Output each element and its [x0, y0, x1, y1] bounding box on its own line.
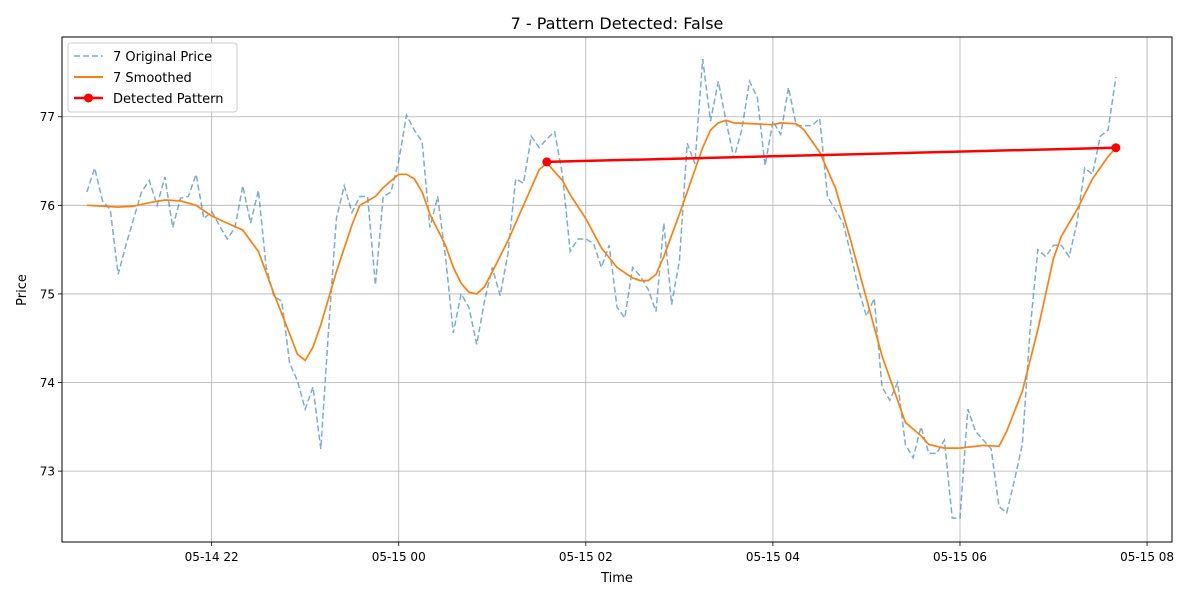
plot-frame: [61, 36, 1173, 543]
x-axis: 05-14 22 05-15 00 05-15 02 05-15 04 05-15 06…: [185, 542, 1174, 564]
series-line-7-original-price: [86, 59, 1117, 519]
x-axis-label: Time: [600, 571, 633, 586]
y-axis-label: Price: [15, 274, 30, 306]
legend: 7 Original Price 7 Smoothed Detected Pat…: [67, 42, 238, 113]
series-line-7-smoothed: [86, 119, 1117, 449]
x-tick-label: 05-15 02: [559, 550, 613, 564]
x-tick-label: 05-15 08: [1120, 550, 1174, 564]
y-tick-label: 77: [40, 110, 55, 124]
y-tick-label: 75: [40, 287, 55, 301]
pattern-marker: [1111, 143, 1121, 153]
legend-label-original: 7 Original Price: [113, 50, 212, 65]
legend-swatch-pattern-marker: [84, 93, 93, 103]
y-tick-label: 73: [40, 465, 55, 479]
y-tick-label: 74: [40, 376, 55, 390]
chart-title: 7 - Pattern Detected: False: [511, 14, 724, 33]
x-tick-label: 05-15 06: [933, 550, 987, 564]
grid: [62, 37, 1172, 542]
series-group: [86, 59, 1121, 519]
legend-label-smoothed: 7 Smoothed: [113, 71, 192, 86]
plot-background: [62, 37, 1172, 542]
x-tick-label: 05-15 00: [372, 550, 426, 564]
series-line-detected-pattern: [546, 146, 1116, 164]
x-tick-label: 05-15 04: [746, 550, 800, 564]
legend-label-pattern: Detected Pattern: [113, 92, 224, 107]
y-axis: 73 74 75 76 77: [40, 110, 62, 479]
y-tick-label: 76: [40, 199, 55, 213]
pattern-marker: [542, 157, 552, 167]
legend-box: [67, 42, 238, 113]
x-tick-label: 05-14 22: [185, 550, 239, 564]
